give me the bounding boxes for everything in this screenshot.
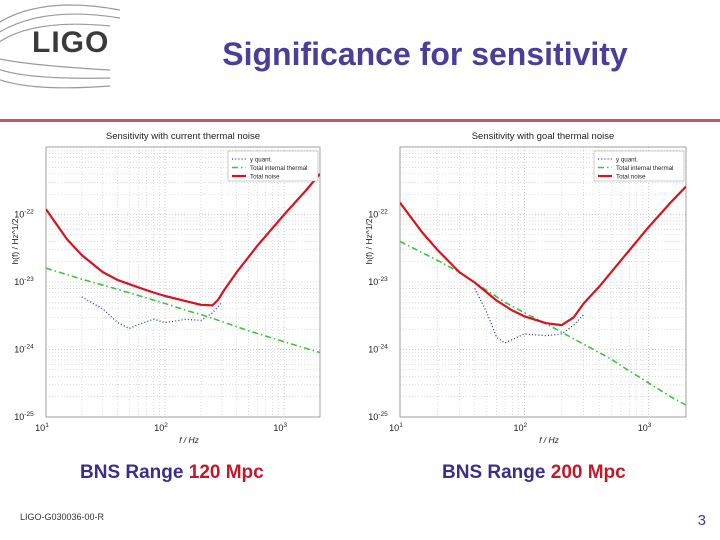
x-axis-label: f / Hz — [539, 435, 560, 445]
legend-entry: Total internal thermal — [616, 165, 673, 172]
legend-entry: y quant. — [616, 157, 638, 164]
y-tick-base: 10 — [368, 412, 378, 422]
legend-entry: Total internal thermal — [250, 165, 307, 172]
y-axis-label: h(f) / Hz^1/2 — [10, 218, 20, 264]
caption-right: BNS Range 200 Mpc — [442, 462, 626, 484]
x-tick-exp: 1 — [399, 422, 403, 429]
series-y-quant — [81, 296, 223, 330]
y-tick-exp: -24 — [24, 344, 34, 351]
x-tick-exp: 1 — [45, 422, 49, 429]
y-axis-label: h(f) / Hz^1/2 — [364, 218, 374, 264]
chart-legend: y quant.Total internal thermal Total nois… — [227, 150, 319, 182]
series-total-noise — [46, 173, 320, 307]
y-tick-base: 10 — [14, 277, 24, 287]
y-tick-base: 10 — [368, 210, 378, 220]
x-tick-label: 101 — [35, 422, 49, 433]
series-group — [400, 185, 686, 406]
x-tick-label: 103 — [638, 422, 652, 433]
y-tick-base: 10 — [14, 412, 24, 422]
y-tick-exp: -25 — [378, 411, 388, 418]
x-tick-exp: 2 — [523, 422, 527, 429]
page-number: 3 — [697, 512, 706, 529]
x-tick-label: 102 — [154, 422, 168, 433]
x-tick-base: 10 — [154, 423, 164, 433]
y-tick-exp: -23 — [24, 276, 34, 283]
series-group — [46, 173, 320, 354]
y-tick-base: 10 — [368, 277, 378, 287]
x-tick-base: 10 — [273, 423, 283, 433]
x-tick-exp: 3 — [283, 422, 287, 429]
chart-current-thermal: Sensitivity with current thermal noise 10… — [10, 131, 321, 445]
chart-legend: y quant.Total internal thermal Total nois… — [593, 150, 685, 182]
y-tick-exp: -22 — [378, 209, 388, 216]
y-tick-label: 10-22 — [14, 209, 34, 220]
x-tick-base: 10 — [389, 423, 399, 433]
grid-lines — [399, 147, 687, 418]
legend-entry: y quant. — [250, 157, 272, 164]
y-tick-label: 10-25 — [14, 411, 34, 422]
x-tick-label: 103 — [273, 422, 287, 433]
y-tick-exp: -25 — [24, 411, 34, 418]
page-title: Significance for sensitivity — [222, 36, 628, 72]
logo-arcs-icon — [0, 4, 121, 89]
y-tick-label: 10-24 — [14, 344, 34, 355]
x-tick-base: 10 — [638, 423, 648, 433]
x-axis-label: f / Hz — [179, 435, 200, 445]
plot-frame — [399, 146, 687, 418]
y-tick-label: 10-25 — [368, 411, 388, 422]
chart-title: Sensitivity with current thermal noise — [106, 131, 260, 142]
x-tick-base: 10 — [35, 423, 45, 433]
title-divider — [0, 119, 720, 122]
x-tick-exp: 2 — [164, 422, 168, 429]
y-tick-exp: -22 — [24, 209, 34, 216]
logo-text: LIGO — [32, 26, 110, 59]
chart-title: Sensitivity with goal thermal noise — [472, 131, 615, 142]
y-tick-base: 10 — [368, 345, 378, 355]
x-tick-exp: 3 — [648, 422, 652, 429]
caption-right-value: 200 Mpc — [550, 462, 626, 483]
y-tick-exp: -24 — [378, 344, 388, 351]
y-tick-label: 10-23 — [14, 276, 34, 287]
caption-left-value: 120 Mpc — [188, 462, 264, 483]
x-tick-label: 101 — [389, 422, 403, 433]
caption-left: BNS Range 120 Mpc — [80, 462, 264, 484]
caption-left-prefix: BNS Range — [80, 462, 189, 483]
legend-entry: Total noise — [616, 174, 646, 181]
legend-box — [593, 150, 685, 182]
document-id: LIGO-G030036-00-R — [20, 512, 105, 522]
x-tick-base: 10 — [513, 423, 523, 433]
series-total-noise — [400, 185, 686, 327]
x-tick-label: 102 — [513, 422, 527, 433]
y-tick-exp: -23 — [378, 276, 388, 283]
caption-right-prefix: BNS Range — [442, 462, 551, 483]
y-tick-label: 10-24 — [368, 344, 388, 355]
legend-entry: Total noise — [250, 174, 280, 181]
ligo-logo: LIGO — [0, 0, 140, 90]
y-tick-label: 10-22 — [368, 209, 388, 220]
y-tick-base: 10 — [14, 210, 24, 220]
y-tick-label: 10-23 — [368, 276, 388, 287]
y-tick-base: 10 — [14, 345, 24, 355]
